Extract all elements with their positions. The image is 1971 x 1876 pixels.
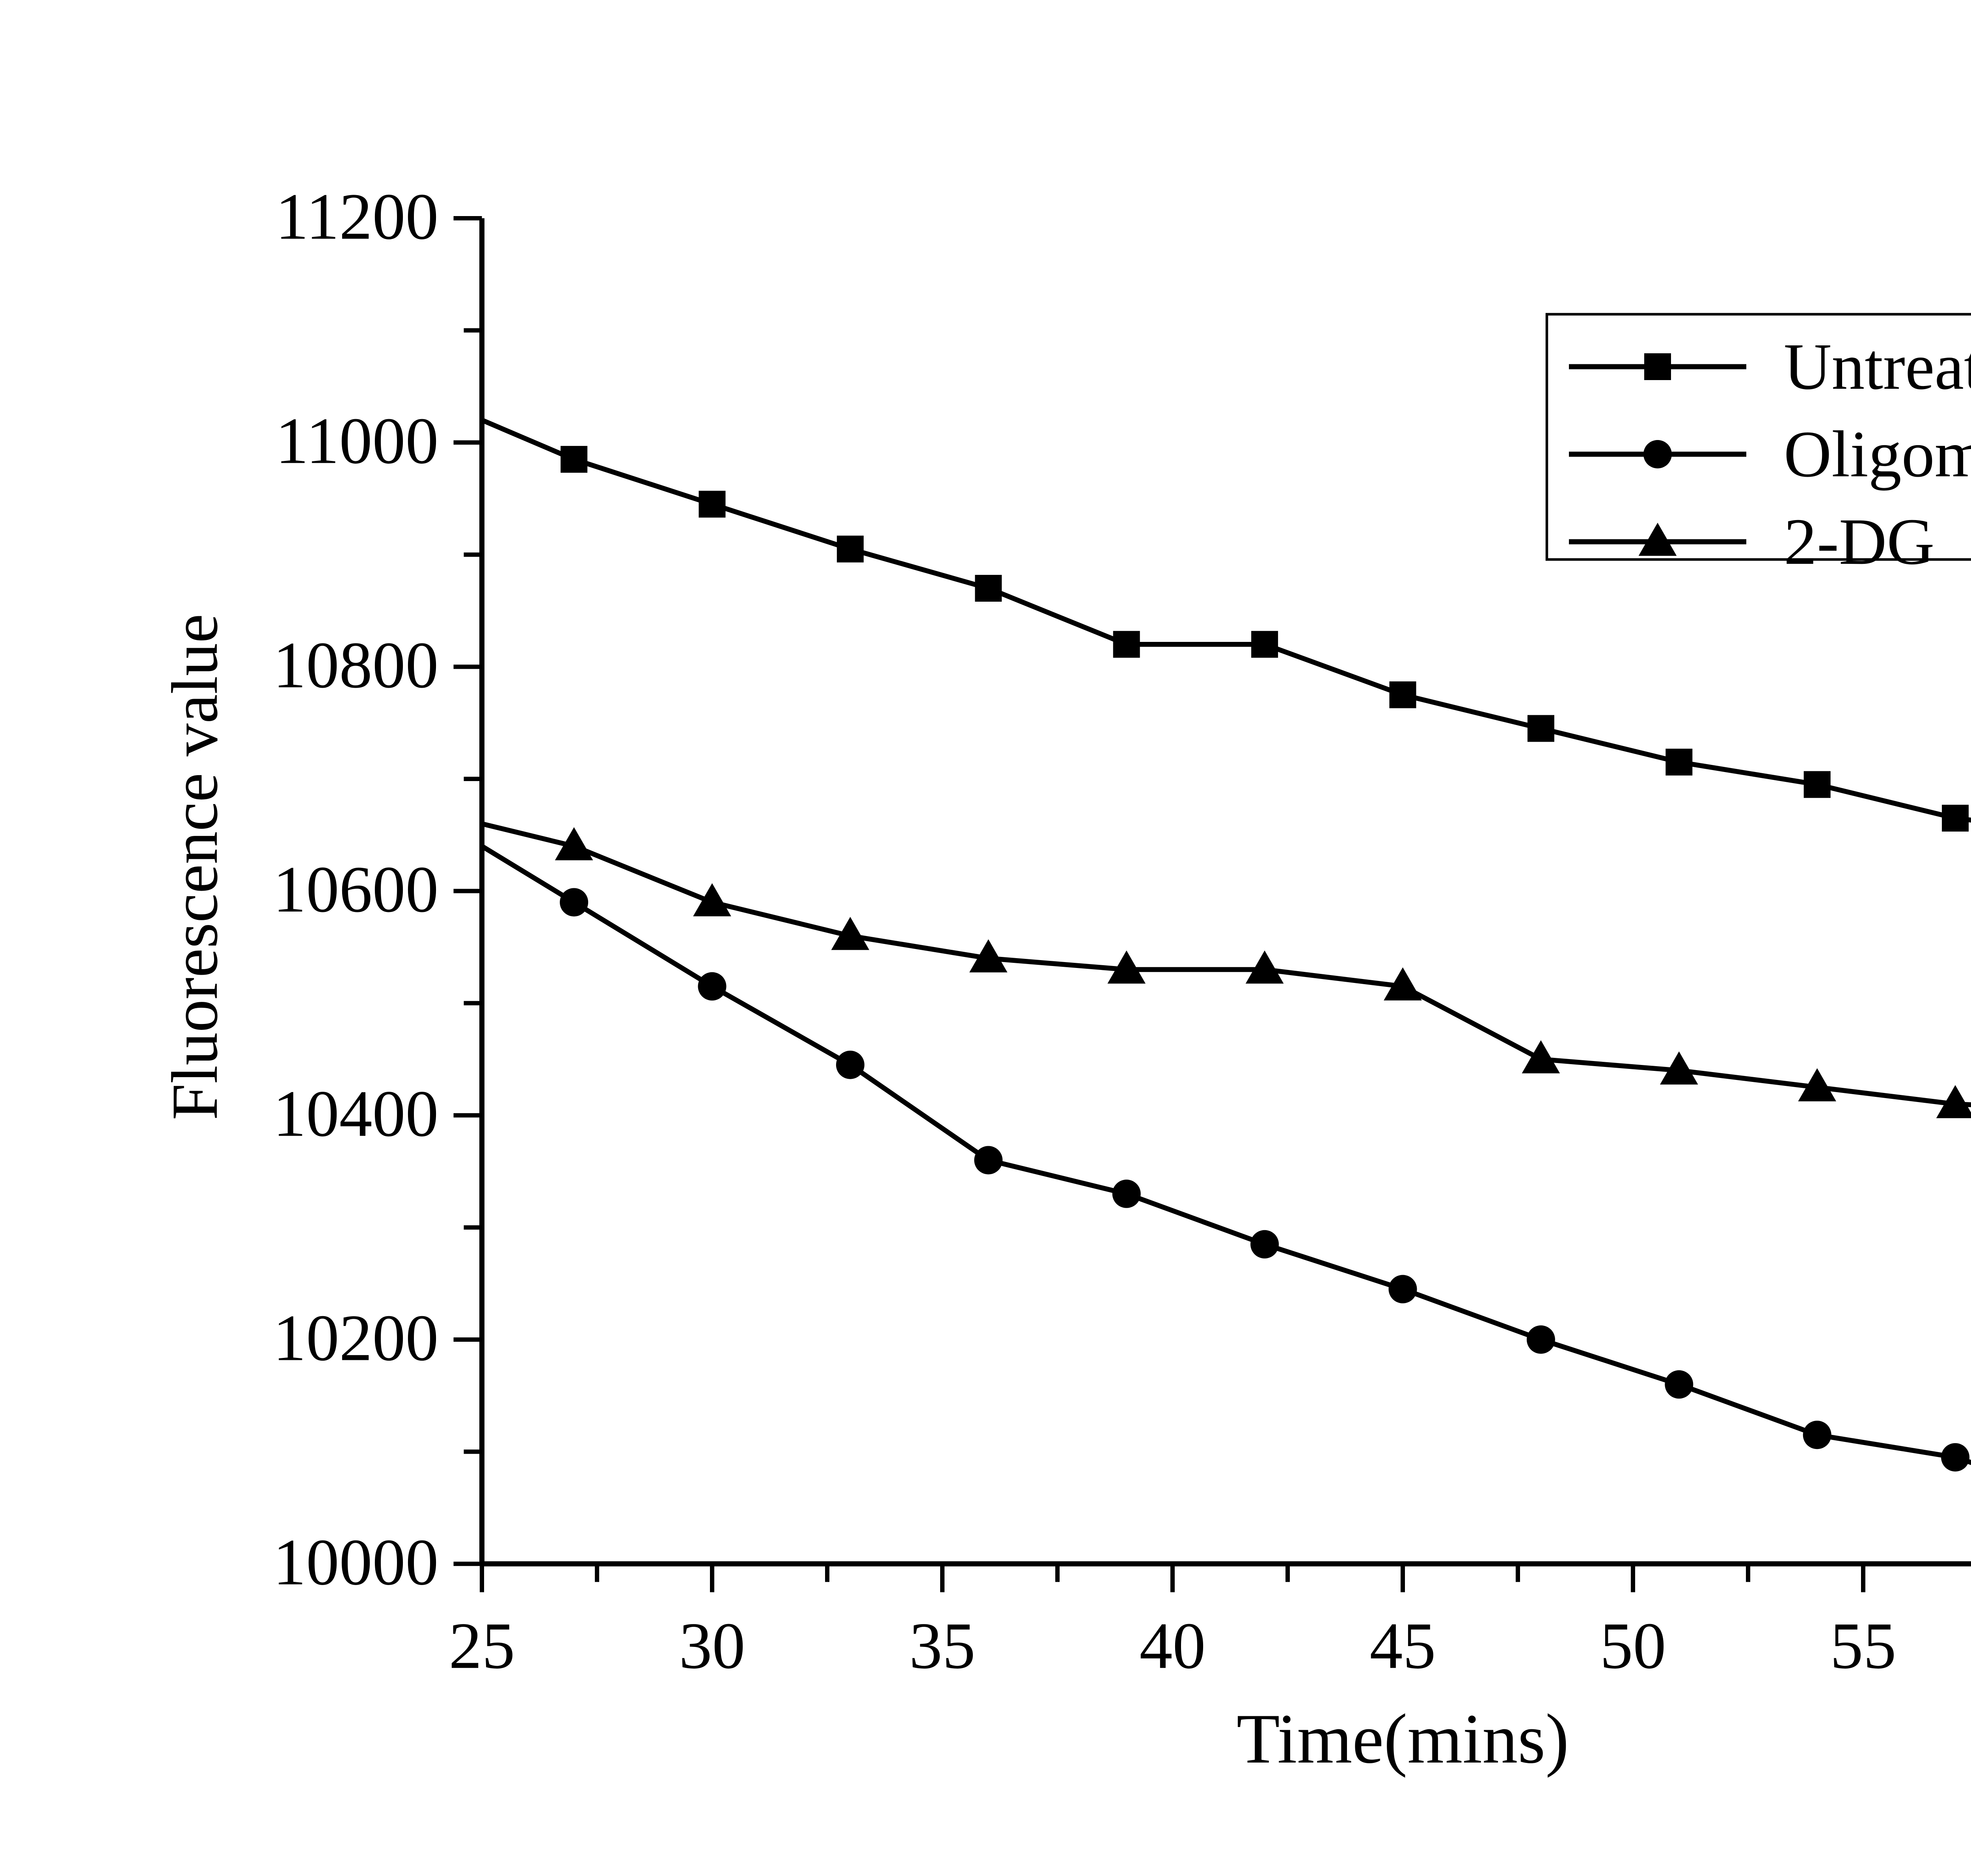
svg-text:2-DG: 2-DG [1784,505,1935,578]
svg-text:25: 25 [449,1609,515,1682]
svg-text:10800: 10800 [273,628,439,702]
svg-text:11000: 11000 [276,404,439,477]
svg-text:11200: 11200 [276,180,439,254]
svg-text:Time(mins): Time(mins) [1237,1699,1569,1778]
svg-text:55: 55 [1830,1609,1896,1682]
svg-text:50: 50 [1600,1609,1666,1682]
svg-text:Fluorescence value: Fluorescence value [158,614,231,1120]
svg-text:10200: 10200 [273,1302,439,1375]
svg-text:30: 30 [679,1609,745,1682]
svg-text:35: 35 [909,1609,976,1682]
svg-text:40: 40 [1140,1609,1206,1682]
svg-text:10000: 10000 [273,1525,439,1599]
svg-text:Oligomycin: Oligomycin [1784,418,1971,491]
svg-text:10400: 10400 [273,1077,439,1151]
svg-text:Untreated: Untreated [1784,330,1971,403]
svg-text:45: 45 [1370,1609,1436,1682]
svg-text:10600: 10600 [273,853,439,926]
